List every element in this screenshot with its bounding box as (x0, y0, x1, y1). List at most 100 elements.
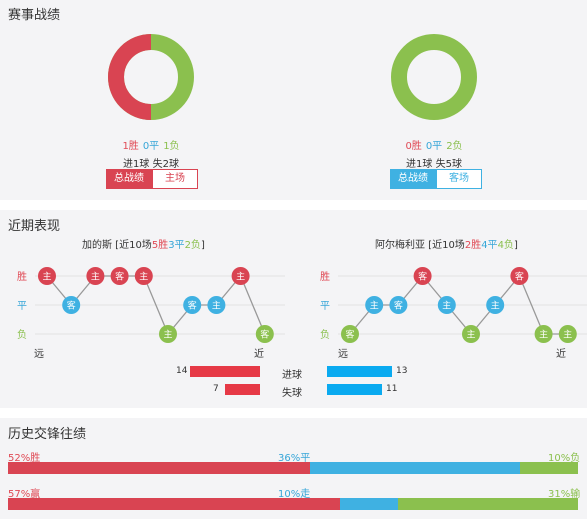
left-match-marker (86, 267, 105, 285)
right-venue-label: 主 (563, 329, 572, 341)
right-match-marker (437, 296, 456, 314)
tab-home[interactable]: 主场 (152, 169, 198, 189)
left-near-label: 近 (254, 349, 264, 360)
right-axis-win: 胜 (320, 272, 330, 283)
right-conceded-number: 11 (386, 384, 398, 394)
left-team-name[interactable]: 加的斯 (82, 240, 112, 251)
left-goals-bar (190, 366, 260, 377)
right-donut (390, 33, 478, 125)
left-draw-count: 0平 (142, 141, 160, 152)
right-venue-label: 主 (539, 329, 548, 341)
left-match-point[interactable]: 主 (38, 267, 56, 285)
right-venue-label: 主 (370, 300, 379, 312)
conceded-label: 失球 (282, 388, 302, 399)
right-match-marker (486, 296, 505, 314)
left-venue-label: 主 (212, 300, 221, 312)
right-match-point[interactable]: 客 (341, 325, 359, 343)
goals-label: 进球 (282, 370, 302, 381)
right-match-marker (534, 325, 553, 343)
left-team-draws: 3平 (168, 240, 185, 251)
left-match-point[interactable]: 主 (207, 296, 226, 314)
left-match-point[interactable]: 主 (159, 325, 177, 343)
history-row1-right: 10%负 (548, 453, 581, 464)
right-match-marker (558, 325, 577, 343)
right-match-marker (389, 296, 408, 314)
left-team-suffix: ] (200, 240, 205, 251)
right-team-losses: 4负 (497, 240, 514, 251)
left-match-point[interactable]: 主 (134, 267, 153, 285)
right-team-wins: 2胜 (464, 240, 482, 251)
left-venue-label: 主 (91, 271, 100, 283)
left-team-wins: 5胜 (151, 240, 169, 251)
right-match-point[interactable]: 主 (462, 325, 480, 343)
left-match-point[interactable]: 主 (86, 267, 105, 285)
tab-overall[interactable]: 总战绩 (106, 169, 152, 189)
right-venue-label: 客 (515, 271, 524, 283)
right-match-marker (365, 296, 384, 314)
right-tabs: 总战绩 客场 (390, 169, 482, 189)
left-match-point[interactable]: 客 (110, 267, 129, 285)
right-match-point[interactable]: 主 (558, 325, 577, 343)
right-match-point[interactable]: 主 (486, 296, 505, 314)
history-row1-mid: 36%平 (278, 453, 311, 464)
left-match-point[interactable]: 主 (231, 267, 250, 285)
left-match-point[interactable]: 客 (62, 296, 81, 314)
record-panel (0, 0, 587, 200)
left-match-marker (159, 325, 177, 343)
left-venue-label: 主 (42, 271, 51, 283)
right-match-point[interactable]: 主 (365, 296, 384, 314)
right-venue-label: 客 (394, 300, 403, 312)
right-match-marker (341, 325, 359, 343)
left-venue-label: 客 (67, 300, 76, 312)
left-form-chart: 主客主客主主客 主主客 (35, 267, 285, 343)
right-match-marker (413, 267, 432, 285)
right-match-point[interactable]: 主 (534, 325, 553, 343)
right-venue-label: 主 (491, 300, 500, 312)
left-venue-label: 主 (163, 329, 172, 341)
record-title: 赛事战绩 (8, 8, 61, 23)
history-row2-right: 31%输 (548, 489, 581, 500)
right-match-point[interactable]: 主 (437, 296, 456, 314)
right-match-point[interactable]: 客 (510, 267, 529, 285)
left-match-point[interactable]: 客 (183, 296, 202, 314)
right-team-suffix: ] (513, 240, 518, 251)
draw-segment (339, 498, 398, 510)
left-win-count: 1胜 (122, 141, 139, 152)
tab-overall[interactable]: 总战绩 (390, 169, 436, 189)
left-venue-label: 主 (139, 271, 148, 283)
history-row2-bar (8, 498, 578, 510)
right-team-prefix: [近10场 (425, 240, 465, 251)
recent-title: 近期表现 (8, 219, 61, 234)
right-team-name[interactable]: 阿尔梅利亚 (375, 240, 425, 251)
left-form-line (46, 274, 266, 336)
right-near-label: 近 (556, 349, 566, 360)
right-match-marker (510, 267, 529, 285)
win-segment (8, 462, 311, 474)
left-match-marker (134, 267, 153, 285)
right-goals-text: 进1球 失5球 (406, 159, 462, 170)
left-match-marker (38, 267, 56, 285)
right-venue-label: 主 (442, 300, 451, 312)
left-match-point[interactable]: 客 (255, 325, 274, 343)
win-segment (8, 498, 340, 510)
loss-segment (519, 462, 578, 474)
right-team-draws: 4平 (481, 240, 498, 251)
right-match-point[interactable]: 客 (413, 267, 432, 285)
left-team-header: 加的斯 [近10场5胜3平2负] (82, 236, 205, 251)
left-conceded-number: 7 (213, 384, 219, 394)
history-row2-left: 57%赢 (8, 489, 41, 500)
left-tabs: 总战绩 主场 (106, 169, 198, 189)
draw-segment (310, 462, 520, 474)
left-far-label: 远 (34, 349, 44, 360)
right-axis-loss: 负 (320, 330, 330, 341)
left-match-marker (255, 325, 274, 343)
left-goals-text: 进1球 失2球 (123, 159, 179, 170)
right-loss-count: 2负 (446, 141, 463, 152)
left-match-marker (183, 296, 202, 314)
left-stats: 1胜 0平 1负 进1球 失2球 (81, 137, 221, 170)
right-match-point[interactable]: 客 (389, 296, 408, 314)
right-venue-label: 客 (345, 329, 354, 341)
tab-away[interactable]: 客场 (436, 169, 482, 189)
right-team-header: 阿尔梅利亚 [近10场2胜4平4负] (375, 236, 518, 251)
left-loss-count: 1负 (163, 141, 180, 152)
